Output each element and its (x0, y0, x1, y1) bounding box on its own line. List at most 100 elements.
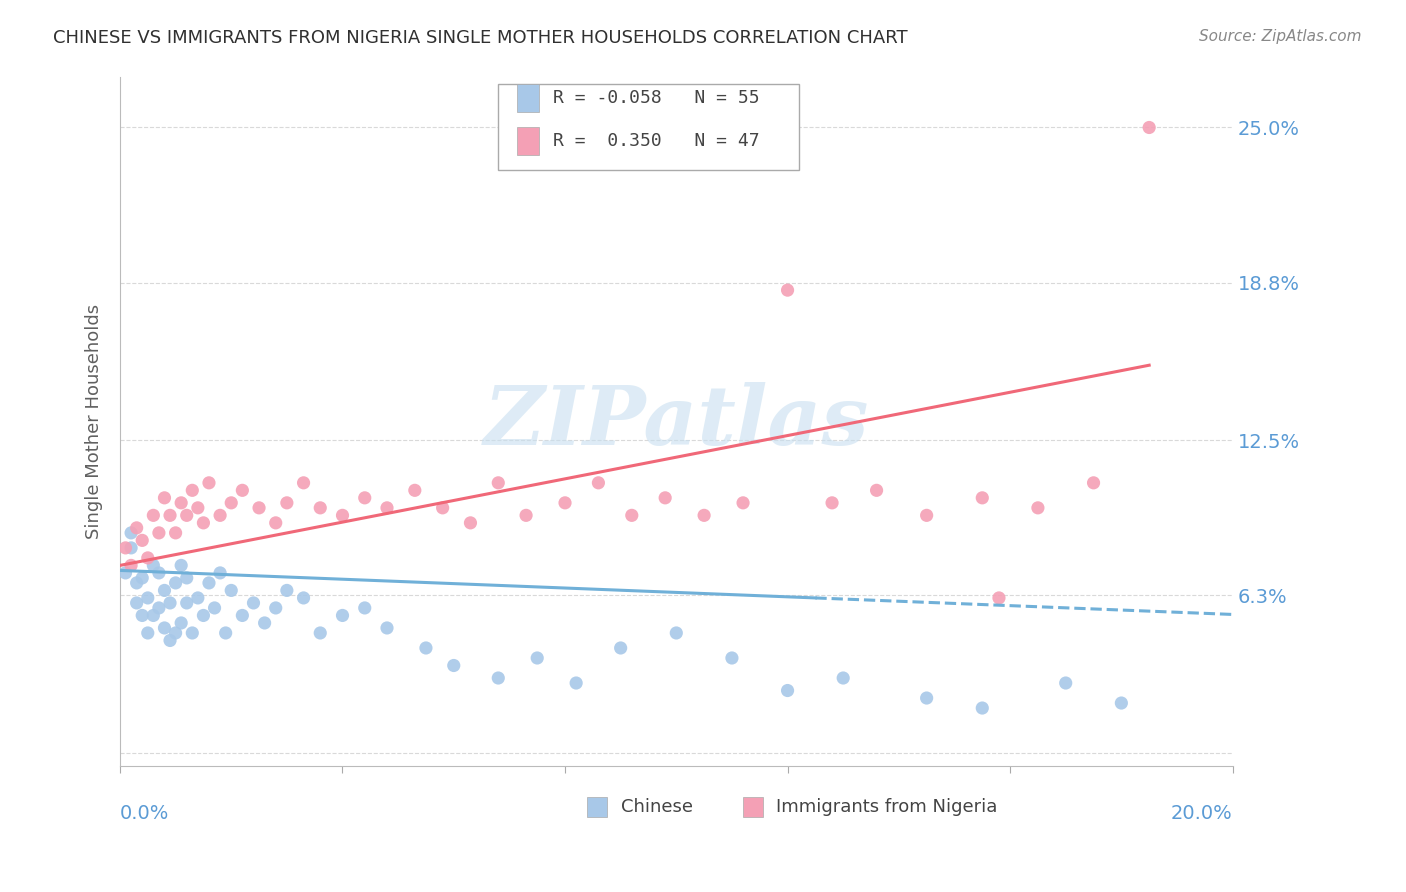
Point (620, 508, 643, 523)
Point (148, 601, 170, 615)
Point (165, 626, 187, 640)
Point (136, 550, 159, 565)
Point (693, 508, 716, 523)
Point (1054, 676, 1077, 690)
Point (375, 621, 398, 635)
Point (142, 558, 165, 573)
Point (776, 683, 799, 698)
Point (264, 601, 287, 615)
Point (332, 508, 354, 523)
Point (821, 496, 844, 510)
Point (1137, 120, 1160, 135)
Point (209, 566, 232, 580)
Point (565, 676, 588, 690)
Point (353, 491, 375, 505)
Point (292, 475, 315, 490)
Point (915, 691, 938, 706)
Point (159, 633, 181, 648)
Bar (517, 85, 540, 112)
Point (181, 483, 204, 498)
Point (375, 500, 398, 515)
Point (486, 671, 509, 685)
Point (187, 591, 209, 605)
Point (131, 608, 153, 623)
Point (142, 608, 165, 623)
Text: Immigrants from Nigeria: Immigrants from Nigeria (776, 797, 998, 816)
Point (972, 701, 994, 715)
Point (142, 508, 165, 523)
Text: R = -0.058   N = 55: R = -0.058 N = 55 (553, 89, 759, 107)
Point (176, 596, 198, 610)
Point (165, 575, 187, 590)
Point (1026, 500, 1049, 515)
Point (231, 483, 253, 498)
Point (136, 591, 159, 605)
Point (443, 658, 465, 673)
Point (120, 558, 142, 573)
Point (460, 516, 482, 530)
Point (526, 651, 548, 665)
Point (404, 483, 426, 498)
Point (609, 640, 631, 655)
Point (731, 496, 754, 510)
Point (832, 671, 855, 685)
Point (353, 601, 375, 615)
Text: ZIPatlas: ZIPatlas (484, 382, 869, 461)
Point (231, 608, 253, 623)
Point (125, 521, 148, 535)
Point (209, 508, 232, 523)
Point (865, 483, 887, 498)
Point (181, 626, 204, 640)
Text: 0.0%: 0.0% (120, 805, 169, 823)
Point (515, 508, 537, 523)
Point (153, 583, 176, 598)
Point (665, 626, 688, 640)
Point (276, 496, 298, 510)
Point (198, 575, 221, 590)
Point (176, 508, 198, 523)
Point (120, 541, 142, 555)
Point (153, 621, 176, 635)
Point (148, 525, 170, 540)
Point (253, 615, 276, 630)
Point (776, 283, 799, 297)
Text: CHINESE VS IMMIGRANTS FROM NIGERIA SINGLE MOTHER HOUSEHOLDS CORRELATION CHART: CHINESE VS IMMIGRANTS FROM NIGERIA SINGL… (53, 29, 908, 46)
Point (988, 591, 1011, 605)
Point (276, 583, 298, 598)
Point (309, 626, 332, 640)
Text: R =  0.350   N = 47: R = 0.350 N = 47 (553, 132, 759, 150)
Point (187, 500, 209, 515)
Point (198, 475, 221, 490)
Point (193, 516, 215, 530)
Point (176, 571, 198, 585)
Bar (517, 127, 540, 154)
Point (264, 516, 287, 530)
Bar (742, 797, 763, 817)
Point (148, 566, 170, 580)
Point (114, 566, 136, 580)
Point (554, 496, 576, 510)
Point (165, 525, 187, 540)
Point (131, 533, 153, 548)
Point (193, 608, 215, 623)
Point (915, 508, 938, 523)
Point (170, 615, 193, 630)
Point (215, 626, 238, 640)
Point (654, 491, 676, 505)
Point (159, 596, 181, 610)
Point (332, 608, 354, 623)
Point (972, 491, 994, 505)
Point (1083, 475, 1105, 490)
Point (219, 496, 242, 510)
Point (125, 575, 148, 590)
Point (136, 626, 159, 640)
Point (170, 558, 193, 573)
Text: Source: ZipAtlas.com: Source: ZipAtlas.com (1198, 29, 1361, 44)
Point (721, 651, 744, 665)
Point (309, 500, 332, 515)
Point (415, 640, 437, 655)
Point (588, 475, 610, 490)
Point (219, 583, 242, 598)
Point (153, 491, 176, 505)
Point (204, 601, 226, 615)
